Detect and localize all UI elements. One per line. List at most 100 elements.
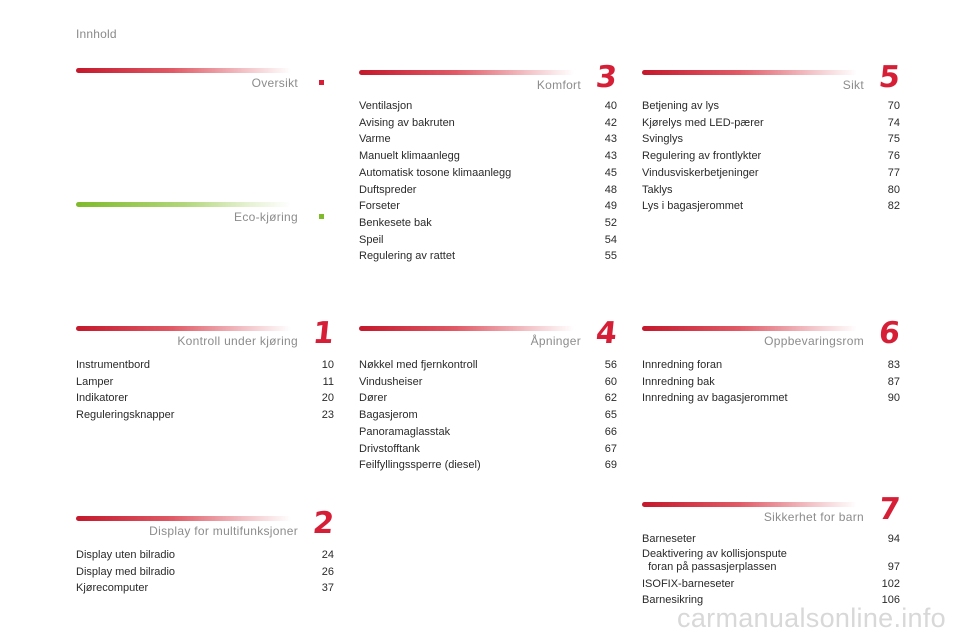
toc-entry-label: Lys i bagasjerommet: [642, 200, 744, 213]
toc-entry[interactable]: Barneseter 94: [642, 531, 900, 548]
section-title[interactable]: Kontroll under kjøring: [177, 334, 298, 348]
toc-entry-label: Speil: [359, 233, 384, 246]
toc-entry[interactable]: Reguleringsknapper 23: [76, 407, 334, 424]
toc-entry-page: 37: [321, 582, 334, 595]
toc-entry[interactable]: Barnesikring 106: [642, 592, 900, 609]
section-bar: [642, 70, 857, 75]
toc-entry-page: 65: [604, 409, 617, 422]
toc-entry[interactable]: Deaktivering av kollisjonspute foran på …: [642, 548, 900, 574]
toc-list: Display uten bilradio 24 Display med bilra…: [76, 547, 334, 597]
toc-entry[interactable]: Duftspreder 48: [359, 182, 617, 199]
section-number: 7: [877, 492, 902, 527]
toc-entry-label: Automatisk tosone klimaanlegg: [359, 166, 512, 179]
toc-entry-page: 42: [604, 116, 617, 129]
toc-entry-page: 90: [887, 392, 900, 405]
toc-entry[interactable]: Regulering av frontlykter 76: [642, 148, 900, 165]
toc-list: Instrumentbord 10 Lamper 11 Indikatorer 20 Reg…: [76, 357, 334, 424]
toc-entry[interactable]: Display uten bilradio 24: [76, 547, 334, 564]
toc-entry[interactable]: Panoramaglasstak 66: [359, 424, 617, 441]
toc-list: Innredning foran 83 Innredning bak 87 Innred…: [642, 357, 900, 407]
toc-entry[interactable]: Kjørelys med LED-pærer 74: [642, 115, 900, 132]
toc-entry[interactable]: Forseter 49: [359, 198, 617, 215]
section-bar: [642, 502, 857, 507]
toc-entry[interactable]: Svinglys 75: [642, 131, 900, 148]
toc-entry[interactable]: Display med bilradio 26: [76, 564, 334, 581]
toc-entry[interactable]: Bagasjerom 65: [359, 407, 617, 424]
section-title[interactable]: Komfort: [536, 78, 581, 92]
toc-entry-page: 69: [604, 459, 617, 472]
toc-entry-label: Dører: [359, 392, 388, 405]
toc-entry[interactable]: Innredning bak 87: [642, 374, 900, 391]
section-title[interactable]: Sikkerhet for barn: [763, 510, 864, 524]
toc-entry-label: Display uten bilradio: [76, 549, 176, 561]
section-marker-icon: [319, 80, 324, 85]
toc-entry[interactable]: Regulering av rattet 55: [359, 248, 617, 265]
section-title[interactable]: Eco-kjøring: [234, 210, 298, 224]
toc-entry[interactable]: Kjørecomputer 37: [76, 580, 334, 597]
toc-entry-page: 40: [604, 100, 617, 112]
toc-entry-page: 67: [604, 442, 617, 455]
toc-entry-page: 49: [604, 200, 617, 213]
toc-entry-page: 74: [887, 116, 900, 129]
toc-entry[interactable]: Nøkkel med fjernkontroll 56: [359, 357, 617, 374]
section-title[interactable]: Åpninger: [530, 334, 581, 348]
toc-entry[interactable]: Taklys 80: [642, 182, 900, 199]
toc-entry-label: Nøkkel med fjernkontroll: [359, 359, 478, 371]
toc-entry-label: Lamper: [76, 375, 114, 388]
toc-entry[interactable]: Varme 43: [359, 131, 617, 148]
toc-entry[interactable]: Drivstofftank 67: [359, 441, 617, 458]
toc-entry[interactable]: Instrumentbord 10: [76, 357, 334, 374]
toc-entry-page: 82: [887, 200, 900, 213]
section-marker-icon: [319, 214, 324, 219]
toc-entry[interactable]: Indikatorer 20: [76, 390, 334, 407]
section-title[interactable]: Oversikt: [251, 76, 298, 90]
toc-entry[interactable]: Automatisk tosone klimaanlegg 45: [359, 165, 617, 182]
section-bar: [76, 68, 291, 73]
section-bar: [76, 326, 291, 331]
toc-entry[interactable]: Lamper 11: [76, 374, 334, 391]
section-title[interactable]: Sikt: [842, 78, 864, 92]
toc-entry-label: Innredning foran: [642, 359, 723, 371]
toc-entry[interactable]: ISOFIX-barneseter 102: [642, 576, 900, 593]
toc-entry-page: 26: [321, 565, 334, 578]
toc-entry-label: Barneseter: [642, 533, 696, 545]
toc-entry[interactable]: Betjening av lys 70: [642, 98, 900, 115]
toc-entry[interactable]: Avising av bakruten 42: [359, 115, 617, 132]
toc-entry-page: 70: [887, 100, 900, 112]
toc-entry-label: Regulering av rattet: [359, 250, 455, 263]
toc-entry-page: 83: [887, 359, 900, 371]
toc-list: Barneseter 94 Deaktivering av kollisjonspu…: [642, 531, 900, 609]
toc-entry-page: 62: [604, 392, 617, 405]
toc-entry[interactable]: Vindusviskerbetjeninger 77: [642, 165, 900, 182]
section-number: 1: [311, 316, 336, 351]
section-title[interactable]: Display for multifunksjoner: [149, 524, 298, 538]
toc-entry-label: Panoramaglasstak: [359, 425, 451, 438]
section-bar: [76, 202, 291, 207]
toc-entry-label: Vindusviskerbetjeninger: [642, 166, 759, 179]
toc-entry-page: 23: [321, 409, 334, 422]
toc-entry[interactable]: Innredning foran 83: [642, 357, 900, 374]
toc-entry[interactable]: Innredning av bagasjerommet 90: [642, 390, 900, 407]
toc-entry-page: 52: [604, 216, 617, 229]
toc-entry[interactable]: Speil 54: [359, 232, 617, 249]
section-number: 5: [877, 60, 902, 95]
page-label: Innhold: [76, 27, 117, 41]
toc-entry-label: Kjørecomputer: [76, 582, 149, 595]
toc-entry[interactable]: Lys i bagasjerommet 82: [642, 198, 900, 215]
toc-entry[interactable]: Dører 62: [359, 390, 617, 407]
section-bar: [359, 70, 574, 75]
section-title[interactable]: Oppbevaringsrom: [764, 334, 864, 348]
toc-entry-label: Vindusheiser: [359, 375, 423, 388]
toc-entry-label: Innredning bak: [642, 375, 715, 388]
toc-entry[interactable]: Ventilasjon 40: [359, 98, 617, 115]
toc-entry-label: Drivstofftank: [359, 442, 420, 455]
toc-entry-page: 45: [604, 166, 617, 179]
toc-entry[interactable]: Manuelt klimaanlegg 43: [359, 148, 617, 165]
toc-entry[interactable]: Feilfyllingssperre (diesel) 69: [359, 457, 617, 474]
toc-entry[interactable]: Vindusheiser 60: [359, 374, 617, 391]
toc-entry-page: 43: [604, 133, 617, 146]
toc-entry[interactable]: Benkesete bak 52: [359, 215, 617, 232]
toc-entry-page: 77: [887, 166, 900, 179]
toc-entry-page: 75: [887, 133, 900, 146]
toc-entry-label: ISOFIX-barneseter: [642, 577, 735, 590]
